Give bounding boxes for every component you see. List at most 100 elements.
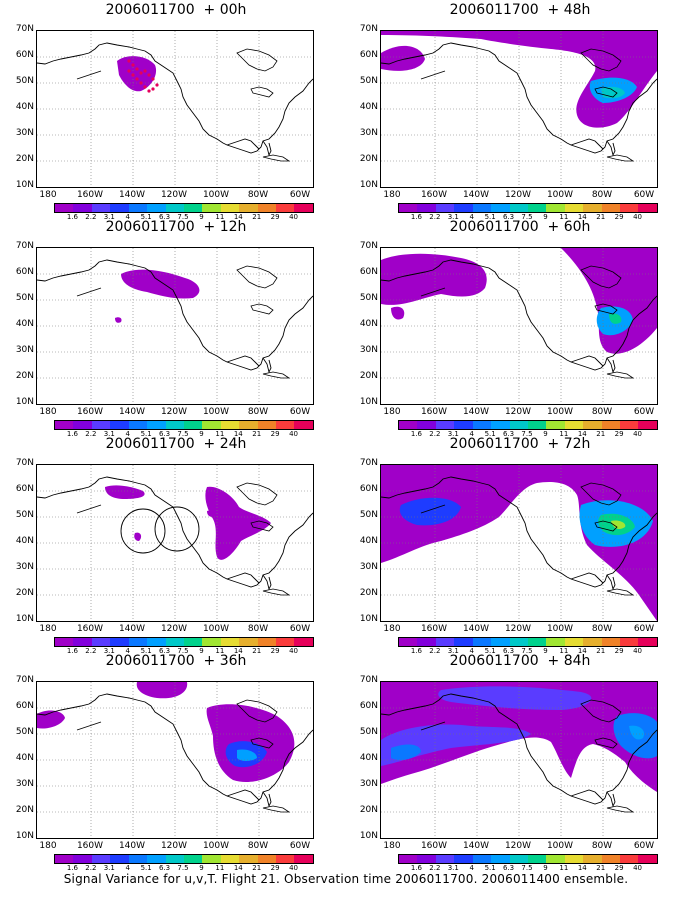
lat-tick-label: 60N [359,701,378,711]
colorbar-label: 6.3 [502,430,515,438]
coastline [606,140,616,157]
colorbar-label: 4 [469,430,474,438]
colorbar-swatch [183,855,203,863]
lon-tick-label: 120W [504,190,532,200]
coastline [606,805,635,813]
observation-point [139,71,143,75]
lat-tick-label: 10N [359,180,378,190]
colorbar-swatch [110,204,129,212]
colorbar-label: 29 [270,647,280,655]
colorbar-swatch [73,204,92,212]
coastline [606,791,616,808]
colorbar-swatch [110,421,129,429]
map-svg [37,31,313,187]
lon-tick-label: 140W [462,190,490,200]
variance-region [438,686,592,710]
coastline [262,805,291,813]
colorbar-swatch [399,421,418,429]
colorbar-swatch [527,421,547,429]
colorbar-label: 6.3 [158,864,171,872]
observation-point [151,77,155,81]
lat-tick-label: 20N [359,154,378,164]
lon-tick-label: 160W [76,624,104,634]
colorbar-label: 1.6 [66,647,78,655]
lat-tick-label: 20N [15,588,34,598]
coastline [606,371,635,379]
lat-tick-label: 40N [359,536,378,546]
lon-tick-label: 100W [202,190,230,200]
lon-tick-label: 100W [546,841,574,851]
colorbar-label: 4 [469,213,474,221]
coastline [226,572,260,584]
colorbar-swatch [417,204,436,212]
lon-tick-label: 80W [591,624,613,634]
colorbar-swatch [239,855,258,863]
coastline [226,355,260,367]
observation-point [135,67,139,71]
coastline [76,504,102,514]
lon-tick-label: 180 [39,624,57,634]
colorbar-label: 21 [596,647,606,655]
colorbar-swatch [583,204,602,212]
colorbar-swatch [472,638,492,646]
coastline [606,588,635,596]
colorbar-swatch [620,855,639,863]
colorbar [398,420,658,430]
colorbar-swatch [128,204,148,212]
colorbar-label: 9 [199,213,204,221]
colorbar-label: 6.3 [502,213,515,221]
lat-tick-label: 60N [359,50,378,60]
colorbar-label: 40 [289,213,299,221]
colorbar-label: 14 [577,430,587,438]
coastline [37,259,313,371]
colorbar-label: 4 [469,647,474,655]
panel-title: 2006011700 + 00h [105,2,247,18]
coastline [236,265,278,289]
colorbar-swatch [202,855,221,863]
observation-point [143,85,147,89]
colorbar-label: 40 [633,864,643,872]
colorbar-swatch [583,638,602,646]
lat-tick-label: 40N [359,102,378,112]
lon-tick-label: 180 [383,624,401,634]
colorbar-label: 14 [577,213,587,221]
coastline [606,154,635,162]
lon-tick-label: 120W [504,841,532,851]
colorbar-label: 6.3 [502,647,515,655]
lon-tick-label: 60W [289,190,311,200]
colorbar-label: 21 [596,430,606,438]
colorbar-swatch [110,638,129,646]
coastline [250,737,274,749]
colorbar-label: 9 [543,430,548,438]
colorbar-label: 6.3 [158,647,171,655]
variance-region [399,497,461,526]
colorbar-swatch [257,421,277,429]
lat-tick-label: 40N [359,753,378,763]
variance-region [121,269,200,299]
colorbar-label: 40 [633,213,643,221]
colorbar-swatch [638,204,657,212]
lat-tick-label: 30N [15,779,34,789]
lon-tick-label: 100W [202,407,230,417]
coastline [420,504,446,514]
colorbar [54,203,314,213]
lat-tick-label: 30N [359,562,378,572]
colorbar-label: 5.1 [484,647,496,655]
map-plot [36,464,314,622]
colorbar-swatch [564,204,584,212]
lat-tick-label: 30N [359,128,378,138]
observation-point [127,69,131,73]
lat-tick-label: 10N [15,614,34,624]
panel-title: 2006011700 + 60h [449,219,591,235]
colorbar-label: 2.2 [85,647,97,655]
colorbar-swatch [294,638,313,646]
colorbar-label: 14 [233,213,243,221]
panel-36h: 2006011700 + 36h 70N 60N 50N 40N 30N 20N 10N 18… [6,651,346,872]
coastline [250,520,274,532]
coastline [420,721,446,731]
map-svg [37,465,313,621]
coastline [606,574,616,591]
coastline [262,357,272,374]
colorbar-label: 14 [577,864,587,872]
lon-tick-label: 120W [160,624,188,634]
